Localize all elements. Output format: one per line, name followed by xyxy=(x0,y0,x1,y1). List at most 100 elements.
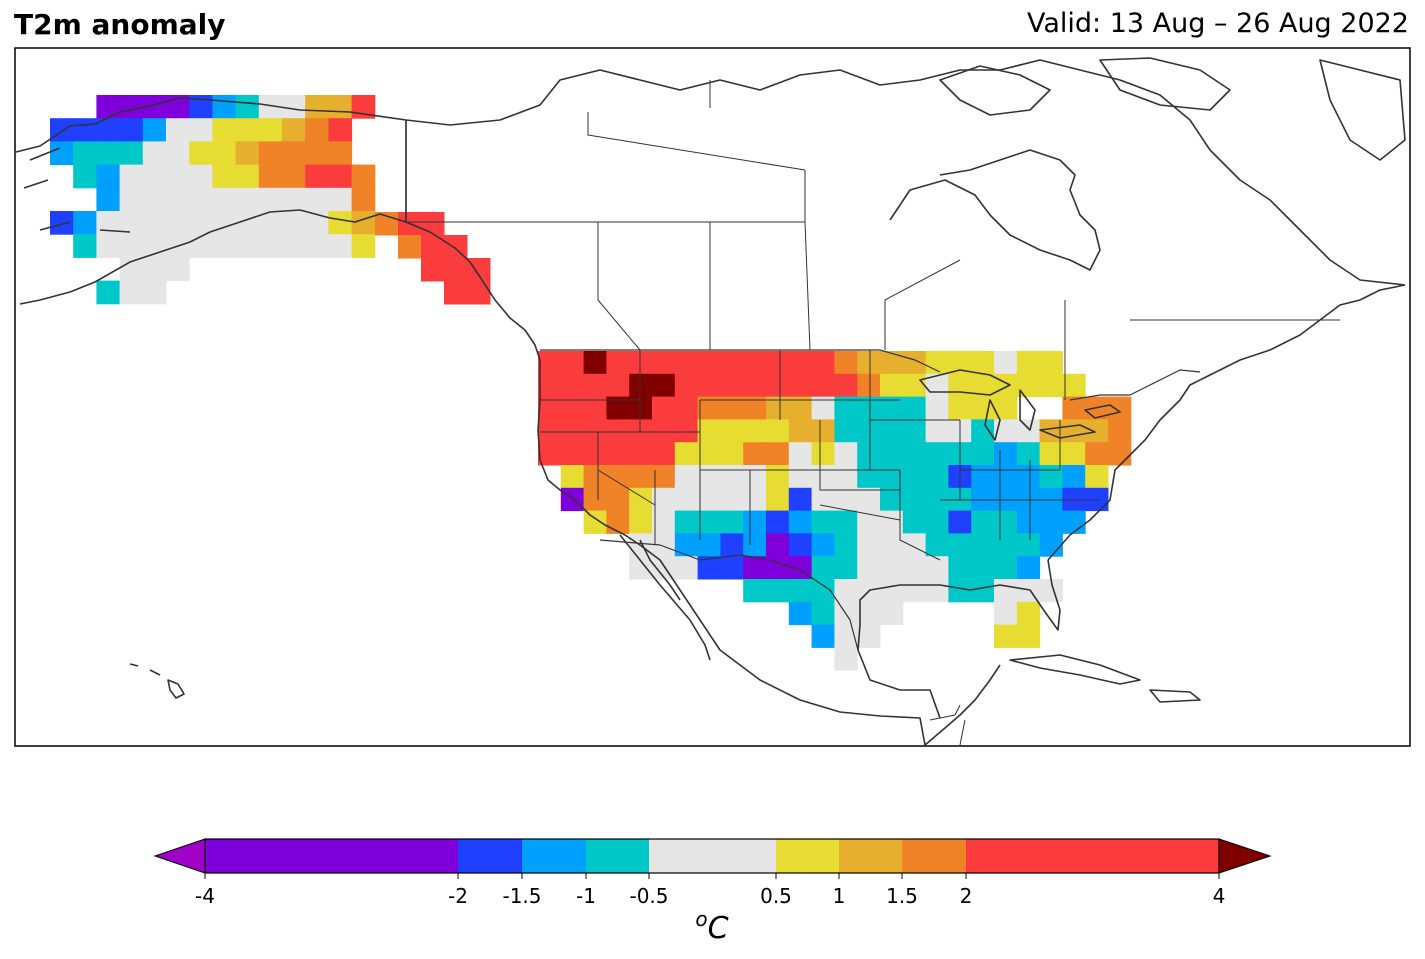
anomaly-cell xyxy=(1085,487,1109,512)
anomaly-cell xyxy=(96,141,121,166)
anomaly-cell xyxy=(50,211,74,235)
anomaly-cell xyxy=(1062,373,1086,398)
anomaly-cell xyxy=(444,235,468,259)
anomaly-cell xyxy=(258,118,283,142)
anomaly-cell xyxy=(629,442,653,466)
anomaly-cell xyxy=(857,601,881,626)
colorbar-band xyxy=(776,839,839,873)
colorbar-tick-label: -0.5 xyxy=(629,884,668,908)
anomaly-cell xyxy=(1062,487,1086,512)
anomaly-cell xyxy=(720,465,744,489)
anomaly-cell xyxy=(1039,351,1063,375)
anomaly-cell xyxy=(189,118,213,142)
colorbar-bands xyxy=(205,839,1219,873)
anomaly-cell xyxy=(948,556,972,580)
anomaly-cell xyxy=(788,419,813,443)
anomaly-cell xyxy=(1062,465,1086,489)
anomaly-cell xyxy=(606,510,630,534)
anomaly-cell xyxy=(766,351,790,375)
anomaly-cell xyxy=(971,579,995,603)
anomaly-cell xyxy=(766,487,790,512)
anomaly-cell xyxy=(606,442,630,466)
anomaly-cell xyxy=(743,510,767,534)
anomaly-cell xyxy=(166,141,190,166)
anomaly-cell xyxy=(720,556,744,580)
anomaly-cell xyxy=(96,280,121,305)
anomaly-cell xyxy=(444,258,468,282)
anomaly-cell xyxy=(674,351,699,375)
anomaly-cell xyxy=(1062,396,1086,420)
anomaly-cell xyxy=(674,510,699,534)
anomaly-map xyxy=(14,47,1411,747)
anomaly-cell xyxy=(834,351,858,375)
anomaly-cell xyxy=(994,624,1018,648)
anomaly-cell xyxy=(697,465,721,489)
canada-province-borders xyxy=(406,80,1340,400)
anomaly-cell xyxy=(652,396,676,420)
anomaly-cell xyxy=(258,95,283,119)
anomaly-cell xyxy=(720,510,744,534)
anomaly-cell xyxy=(788,465,813,489)
anomaly-cell xyxy=(857,465,881,489)
anomaly-cell xyxy=(743,396,767,420)
anomaly-cell xyxy=(720,419,744,443)
anomaly-cell xyxy=(674,465,699,489)
anomaly-cell xyxy=(212,211,237,235)
colorbar-band xyxy=(205,839,458,873)
anomaly-cell xyxy=(834,465,858,489)
colorbar-tick-label: -1.5 xyxy=(502,884,541,908)
anomaly-cell xyxy=(142,211,167,235)
anomaly-cell xyxy=(305,164,329,189)
anomaly-cell xyxy=(96,118,121,142)
anomaly-cell xyxy=(788,351,813,375)
anomaly-cell xyxy=(629,419,653,443)
anomaly-cell xyxy=(652,373,676,398)
anomaly-cell xyxy=(720,396,744,420)
colorbar-band xyxy=(902,839,966,873)
anomaly-cell xyxy=(119,141,144,166)
anomaly-cell xyxy=(1039,487,1063,512)
anomaly-cell xyxy=(1016,419,1041,443)
anomaly-cell xyxy=(629,556,653,580)
colorbar-band xyxy=(649,839,776,873)
map-frame xyxy=(14,47,1411,747)
anomaly-cell xyxy=(282,187,306,212)
arctic-coast xyxy=(405,59,1406,286)
anomaly-cell xyxy=(880,533,904,557)
anomaly-cell xyxy=(560,396,585,420)
anomaly-cell xyxy=(73,164,97,189)
caribbean-islands xyxy=(1009,654,1201,703)
anomaly-cell xyxy=(142,118,167,142)
colorbar-tick-label: -1 xyxy=(576,884,596,908)
anomaly-cell xyxy=(766,579,790,603)
anomaly-cell xyxy=(788,579,813,603)
anomaly-cell xyxy=(538,373,562,398)
anomaly-cell xyxy=(212,118,237,142)
anomaly-cell xyxy=(788,510,813,534)
anomaly-cell xyxy=(720,487,744,512)
anomaly-cell xyxy=(119,95,144,119)
anomaly-cell xyxy=(811,533,835,557)
anomaly-cell xyxy=(560,351,585,375)
anomaly-cell xyxy=(258,234,283,258)
anomaly-cell xyxy=(880,442,904,466)
anomaly-cell xyxy=(811,396,835,420)
anomaly-cell xyxy=(971,510,995,534)
anomaly-cell xyxy=(697,533,721,557)
anomaly-cell xyxy=(606,351,630,375)
anomaly-cell xyxy=(743,533,767,557)
anomaly-cell xyxy=(282,211,306,235)
anomaly-cell xyxy=(674,533,699,557)
colorbar-frame xyxy=(204,838,1220,874)
anomaly-cell xyxy=(880,396,904,420)
colorbar-under-triangle xyxy=(153,838,206,874)
anomaly-cell xyxy=(674,487,699,512)
anomaly-cell xyxy=(652,487,676,512)
anomaly-cell xyxy=(994,396,1018,420)
anomaly-cell xyxy=(189,211,213,235)
anomaly-cell xyxy=(444,281,468,305)
anomaly-cell xyxy=(1039,510,1063,534)
anomaly-cell xyxy=(142,187,167,212)
anomaly-cell xyxy=(994,442,1018,466)
anomaly-cell xyxy=(971,487,995,512)
